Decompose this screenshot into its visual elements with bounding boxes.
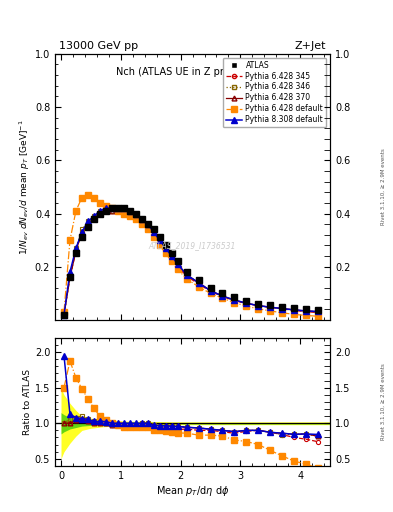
Text: Rivet 3.1.10, ≥ 2.9M events: Rivet 3.1.10, ≥ 2.9M events bbox=[381, 148, 386, 225]
Y-axis label: Ratio to ATLAS: Ratio to ATLAS bbox=[23, 369, 32, 435]
Text: Z+Jet: Z+Jet bbox=[295, 41, 326, 51]
Legend: ATLAS, Pythia 6.428 345, Pythia 6.428 346, Pythia 6.428 370, Pythia 6.428 defaul: ATLAS, Pythia 6.428 345, Pythia 6.428 34… bbox=[222, 57, 326, 127]
Text: ATLAS_2019_I1736531: ATLAS_2019_I1736531 bbox=[149, 241, 236, 250]
Y-axis label: $1/N_{ev}$ $dN_{ev}/d$ mean $p_T$ [GeV]$^{-1}$: $1/N_{ev}$ $dN_{ev}/d$ mean $p_T$ [GeV]$… bbox=[18, 119, 32, 255]
Text: Nch (ATLAS UE in Z production): Nch (ATLAS UE in Z production) bbox=[116, 67, 270, 77]
Text: Rivet 3.1.10, ≥ 2.9M events: Rivet 3.1.10, ≥ 2.9M events bbox=[381, 364, 386, 440]
Text: 13000 GeV pp: 13000 GeV pp bbox=[59, 41, 138, 51]
X-axis label: Mean $p_T$/d$\eta$ d$\phi$: Mean $p_T$/d$\eta$ d$\phi$ bbox=[156, 483, 229, 498]
